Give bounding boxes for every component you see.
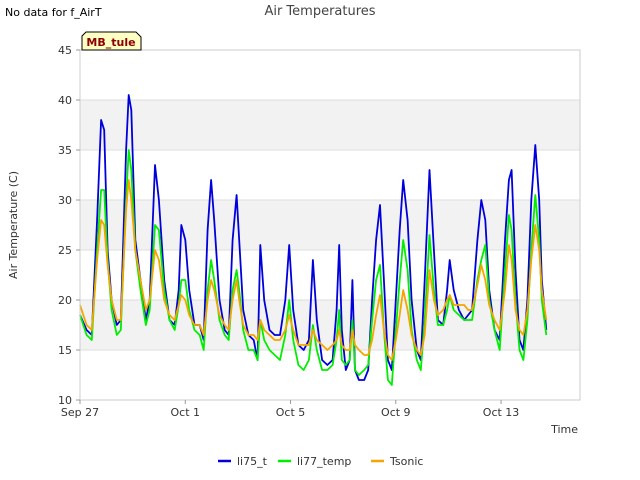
series-line-tsonic xyxy=(79,179,548,361)
x-tick-label: Oct 1 xyxy=(171,406,201,419)
x-tick-label: Oct 13 xyxy=(483,406,520,419)
no-data-note: No data for f_AirT xyxy=(5,6,102,19)
legend-label: li77_temp xyxy=(297,455,351,468)
plot-band xyxy=(80,300,580,350)
y-tick-label: 25 xyxy=(58,244,72,257)
y-tick-label: 15 xyxy=(58,344,72,357)
y-axis-label: Air Temperature (C) xyxy=(7,171,20,279)
x-tick-labels: Sep 27 Oct 1 Oct 5 Oct 9 Oct 13 xyxy=(61,406,519,419)
y-tick-label: 20 xyxy=(58,294,72,307)
legend-label: li75_t xyxy=(237,455,268,468)
y-tick-label: 10 xyxy=(58,394,72,407)
plot-frame xyxy=(79,49,581,401)
y-tick-label: 30 xyxy=(58,194,72,207)
x-tick-label: Oct 5 xyxy=(276,406,306,419)
legend-label: Tsonic xyxy=(389,455,423,468)
plot-band xyxy=(80,200,580,250)
chart-title: Air Temperatures xyxy=(264,4,375,19)
plot-band xyxy=(80,100,580,150)
y-tick-label: 45 xyxy=(58,44,72,57)
site-tag: MB_tule xyxy=(81,31,142,51)
axes xyxy=(76,49,581,404)
site-tag-label: MB_tule xyxy=(86,36,135,49)
y-tick-labels: 10 15 20 25 30 35 40 45 xyxy=(58,44,72,407)
x-tick-label: Oct 9 xyxy=(381,406,411,419)
legend: li75_t li77_temp Tsonic xyxy=(218,455,423,468)
y-tick-label: 40 xyxy=(58,94,72,107)
y-tick-label: 35 xyxy=(58,144,72,157)
series-lines xyxy=(79,94,548,386)
series-line-li77-temp xyxy=(79,149,548,386)
x-axis-label: Time xyxy=(550,423,578,436)
x-tick-label: Sep 27 xyxy=(61,406,99,419)
series-line-li75-t xyxy=(79,94,548,381)
